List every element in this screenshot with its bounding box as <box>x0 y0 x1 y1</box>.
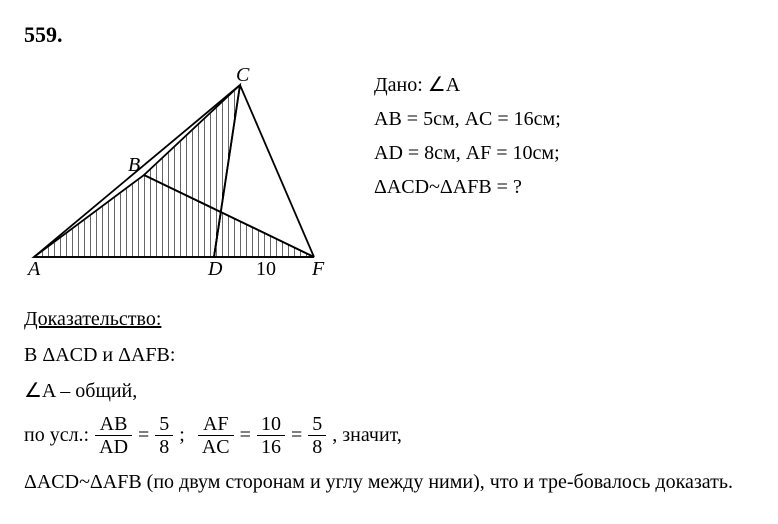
svg-text:10: 10 <box>256 258 276 277</box>
given-angle: ∠A <box>428 74 460 96</box>
triangle-diagram: A B C D F 10 <box>24 67 334 285</box>
proof-math-line: по усл.: AB AD = 5 8 ; AF AC = 10 16 = 5… <box>24 413 754 458</box>
svg-text:F: F <box>311 258 325 277</box>
proof-conclusion: ΔACD~ΔAFB (по двум сторонам и углу между… <box>24 468 754 496</box>
proof-line2: ∠A – общий, <box>24 377 754 405</box>
eq1: = <box>138 421 149 449</box>
given-line1: Дано: ∠A <box>374 71 561 99</box>
proof-line1: В ΔACD и ΔAFB: <box>24 341 754 369</box>
svg-text:D: D <box>207 258 223 277</box>
frac-5-8b: 5 8 <box>308 413 326 458</box>
frac-ab-ad: AB AD <box>95 413 132 458</box>
proof-block: Доказательство: В ΔACD и ΔAFB: ∠A – общи… <box>24 305 754 496</box>
given-block: Дано: ∠A AB = 5см, AC = 16см; AD = 8см, … <box>374 67 561 207</box>
svg-text:A: A <box>26 258 41 277</box>
frac-10-16: 10 16 <box>257 413 285 458</box>
frac5-den: 8 <box>308 436 326 458</box>
svg-text:B: B <box>128 154 140 176</box>
frac-5-8a: 5 8 <box>155 413 173 458</box>
problem-number: 559. <box>24 20 754 51</box>
frac3-num: AF <box>198 413 234 436</box>
eq2: = <box>240 421 251 449</box>
frac1-den: AD <box>95 436 132 458</box>
given-line2: AB = 5см, AC = 16см; <box>374 105 561 133</box>
frac4-num: 10 <box>257 413 285 436</box>
frac2-den: 8 <box>155 436 173 458</box>
given-prefix: Дано: <box>374 74 428 96</box>
given-line4: ΔACD~ΔAFB = ? <box>374 173 561 201</box>
frac3-den: AC <box>198 436 234 458</box>
frac1-num: AB <box>95 413 132 436</box>
frac5-num: 5 <box>308 413 326 436</box>
proof-prefix: по усл.: <box>24 421 89 449</box>
frac4-den: 16 <box>257 436 285 458</box>
svg-text:C: C <box>236 67 250 86</box>
frac-af-ac: AF AC <box>198 413 234 458</box>
given-line3: AD = 8см, AF = 10см; <box>374 139 561 167</box>
proof-tail: , значит, <box>332 421 402 449</box>
top-section: A B C D F 10 Дано: ∠A AB = 5см, AC = 16см; AD… <box>24 67 754 285</box>
proof-title: Доказательство: <box>24 305 754 333</box>
frac2-num: 5 <box>155 413 173 436</box>
sep1: ; <box>179 421 185 449</box>
eq3: = <box>291 421 302 449</box>
